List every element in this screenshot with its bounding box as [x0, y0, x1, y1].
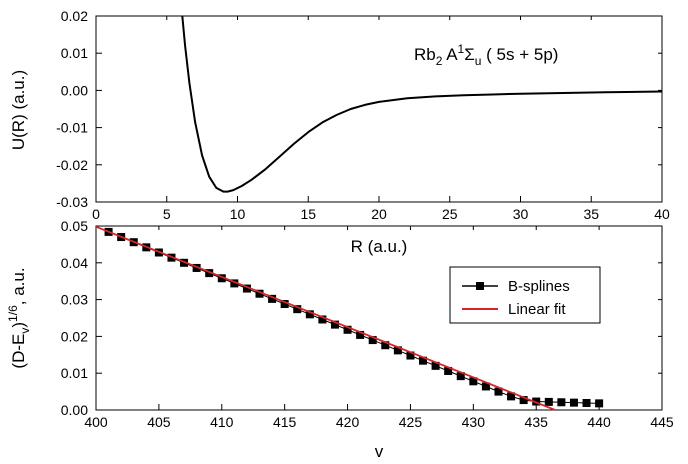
top-series-line	[181, 15, 663, 193]
b-splines-point	[293, 305, 302, 314]
b-splines-point	[419, 356, 428, 365]
b-splines-point	[406, 351, 415, 360]
top-y-axis-label: U(R) (a.u.)	[9, 70, 28, 150]
top-x-tick-label: 20	[371, 206, 387, 222]
bottom-x-tick-label: 445	[650, 414, 674, 430]
top-series	[181, 15, 663, 193]
b-splines-point	[456, 372, 465, 381]
top-plot-frame	[95, 15, 663, 203]
top-y-tick-label: -0.02	[56, 157, 88, 173]
b-splines-point	[519, 396, 528, 405]
top-x-tick-label: 30	[513, 206, 529, 222]
b-splines-connector	[108, 231, 600, 404]
top-y-tick-label: 0.00	[61, 82, 88, 98]
bottom-x-tick-label: 420	[336, 414, 360, 430]
bottom-x-ticks: 400 405 410 415 420 425 430 435 440 445	[84, 226, 674, 430]
top-y-tick-label: -0.01	[56, 120, 88, 136]
legend: B-splines Linear fit	[449, 266, 601, 324]
bottom-y-tick-label: 0.04	[61, 255, 88, 271]
b-splines-point	[330, 320, 339, 329]
b-splines-point	[318, 315, 327, 324]
linear-fit-line	[95, 225, 556, 411]
bottom-y-tick-label: 0.02	[61, 328, 88, 344]
b-splines-point	[356, 330, 365, 339]
bottom-x-tick-label: 430	[462, 414, 486, 430]
b-splines-point	[381, 341, 390, 350]
legend-linear-fit-label: Linear fit	[508, 301, 566, 318]
bottom-x-tick-label: 425	[399, 414, 423, 430]
top-x-tick-label: 25	[442, 206, 458, 222]
b-splines-point	[217, 274, 226, 283]
b-splines-point	[368, 336, 377, 345]
bottom-x-tick-label: 415	[273, 414, 297, 430]
top-x-tick-label: 5	[163, 206, 171, 222]
b-splines-point	[557, 398, 566, 407]
b-splines-point	[242, 284, 251, 293]
top-x-ticks: 0 5 10 15 20 25 30 35 40	[92, 16, 670, 222]
bottom-y-ticks: 0.05 0.04 0.03 0.02 0.01 0.00	[61, 218, 662, 418]
b-splines-point	[280, 300, 289, 309]
legend-b-splines-label: B-splines	[508, 278, 570, 295]
birge-sponer-panel: 400 405 410 415 420 425 430 435 440 445 0.050.040…	[6, 218, 674, 461]
top-y-tick-label: -0.03	[56, 194, 88, 210]
b-splines-point	[494, 387, 503, 396]
bottom-series	[95, 225, 604, 411]
legend-box	[449, 266, 601, 324]
b-splines-point	[305, 310, 314, 319]
b-splines-point	[469, 377, 478, 386]
legend-b-splines-marker	[476, 282, 484, 290]
bottom-x-tick-label: 440	[587, 414, 611, 430]
b-splines-point	[481, 382, 490, 391]
top-y-ticks: 0.02 0.01 0.00 -0.01 -0.02 -0.03	[56, 8, 662, 210]
bottom-y-axis-label: (D-Ev)1/6, a.u.	[6, 267, 32, 368]
bottom-x-axis-label: v	[375, 442, 384, 461]
top-x-tick-label: 40	[654, 206, 670, 222]
top-x-axis-label: R (a.u.)	[351, 237, 408, 256]
b-splines-point	[255, 289, 264, 298]
b-splines-point	[431, 361, 440, 370]
b-splines-point	[444, 366, 453, 375]
top-x-tick-label: 15	[300, 206, 316, 222]
molecule-state-annotation: Rb2 A1Σu ( 5s + 5p)	[414, 42, 558, 68]
bottom-y-tick-label: 0.03	[61, 292, 88, 308]
potential-curve-panel: 0 5 10 15 20 25 30 35 40 0.02 0.01 0.00 -0.01 -0.02 -…	[9, 8, 670, 256]
b-splines-point	[192, 263, 201, 272]
bottom-y-tick-label: 0.01	[61, 365, 88, 381]
b-splines-point	[343, 325, 352, 334]
b-splines-point	[507, 392, 516, 401]
bottom-plot-frame	[95, 225, 663, 411]
bottom-x-tick-label: 405	[147, 414, 171, 430]
b-splines-point	[544, 397, 553, 406]
top-x-tick-label: 35	[583, 206, 599, 222]
b-splines-point	[268, 294, 277, 303]
bottom-x-tick-label: 410	[210, 414, 234, 430]
bottom-y-tick-label: 0.00	[61, 402, 88, 418]
b-splines-point	[393, 346, 402, 355]
top-x-tick-label: 10	[230, 206, 246, 222]
b-splines-point	[582, 399, 591, 408]
b-splines-point	[595, 399, 604, 408]
bottom-x-tick-label: 435	[525, 414, 549, 430]
top-y-tick-label: 0.01	[61, 45, 88, 61]
bottom-y-tick-label: 0.05	[61, 218, 88, 234]
top-x-tick-label: 0	[92, 206, 100, 222]
b-splines-point	[569, 398, 578, 407]
top-y-tick-label: 0.02	[61, 8, 88, 24]
b-splines-point	[230, 279, 239, 288]
b-splines-point	[205, 269, 214, 278]
bottom-x-tick-label: 400	[84, 414, 108, 430]
